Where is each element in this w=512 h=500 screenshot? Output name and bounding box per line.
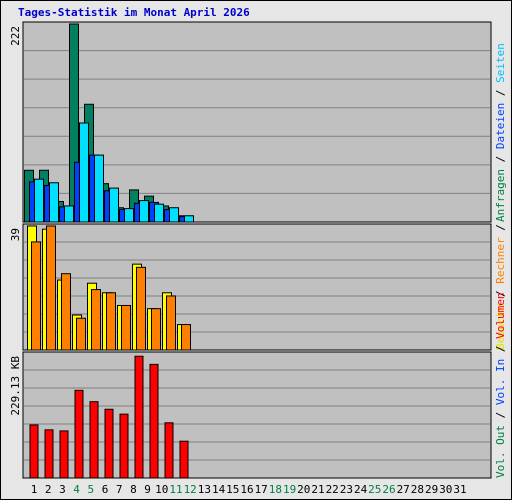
- legend-entry: Vol. In: [494, 359, 507, 405]
- legend-entry: Vol. Out: [494, 425, 507, 478]
- y-max-label-bottom: 229.13 KB: [9, 356, 22, 416]
- bar-volumen-day-8: [134, 355, 144, 479]
- y-max-label-top: 222: [9, 26, 22, 46]
- x-tick-label: 16: [240, 483, 253, 496]
- plot-area-bottom: [22, 351, 492, 479]
- x-tick-label: 14: [212, 483, 226, 496]
- legend-entry: Besuche: [494, 304, 507, 350]
- x-tick-label: 26: [382, 483, 395, 496]
- x-tick-label: 21: [311, 483, 324, 496]
- legend-entry: /: [494, 405, 507, 425]
- bar-volumen-day-4: [74, 389, 84, 479]
- x-tick-label: 1: [31, 483, 38, 496]
- legend-entry: Rechner: [494, 237, 507, 284]
- bar-volumen-day-5: [89, 401, 99, 479]
- x-tick-label: 13: [198, 483, 211, 496]
- y-max-label-mid: 39: [9, 228, 22, 241]
- legend-entry: /: [494, 83, 507, 103]
- bar-seiten-day-9: [154, 203, 164, 223]
- legend-mid: Besuche / Rechner /: [494, 224, 507, 350]
- bar-seiten-day-2: [49, 182, 59, 223]
- x-tick-label: 3: [59, 483, 66, 496]
- bar-rechner-day-6: [106, 292, 116, 351]
- legend-entry: /: [494, 339, 507, 359]
- bar-seiten-day-6: [109, 187, 119, 223]
- legend-entry: Seiten: [494, 43, 507, 83]
- x-tick-label: 24: [354, 483, 368, 496]
- x-tick-label: 18: [269, 483, 282, 496]
- bar-seiten-day-11: [184, 215, 194, 223]
- x-tick-label: 20: [297, 483, 310, 496]
- bar-rechner-day-11: [181, 324, 191, 351]
- legend-entry: /: [494, 149, 507, 169]
- bar-seiten-day-4: [79, 122, 89, 223]
- bar-rechner-day-5: [91, 289, 101, 351]
- bar-rechner-day-10: [166, 295, 176, 351]
- bar-volumen-day-2: [44, 429, 54, 479]
- x-tick-label: 4: [73, 483, 80, 496]
- bar-seiten-day-3: [64, 205, 74, 223]
- bar-rechner-day-9: [151, 308, 161, 351]
- x-tick-label: 30: [439, 483, 452, 496]
- x-tick-label: 7: [116, 483, 123, 496]
- bar-rechner-day-1: [31, 241, 41, 351]
- legend-top: Anfragen / Dateien / Seiten: [494, 43, 507, 222]
- x-tick-label: 25: [368, 483, 381, 496]
- legend-entry: /: [494, 284, 507, 304]
- x-tick-label: 17: [255, 483, 268, 496]
- x-tick-label: 6: [102, 483, 109, 496]
- x-tick-label: 9: [144, 483, 151, 496]
- bar-volumen-day-9: [149, 363, 159, 479]
- x-tick-label: 31: [453, 483, 466, 496]
- legend-entry: /: [494, 224, 507, 237]
- x-tick-label: 19: [283, 483, 296, 496]
- x-tick-label: 28: [411, 483, 424, 496]
- x-tick-label: 5: [87, 483, 94, 496]
- legend-entry: Volumen: [494, 293, 507, 339]
- bar-rechner-day-4: [76, 317, 86, 351]
- bar-volumen-day-7: [119, 413, 129, 479]
- x-tick-label: 23: [340, 483, 353, 496]
- bar-seiten-day-1: [34, 178, 44, 223]
- bar-seiten-day-5: [94, 154, 104, 223]
- bar-rechner-day-3: [61, 273, 71, 351]
- x-tick-label: 29: [425, 483, 438, 496]
- page-title: Tages-Statistik im Monat April 2026: [18, 6, 250, 19]
- bar-rechner-day-8: [136, 266, 146, 351]
- bar-volumen-day-6: [104, 408, 114, 479]
- bar-volumen-day-10: [164, 422, 174, 479]
- bar-rechner-day-2: [46, 225, 56, 351]
- bar-rechner-day-7: [121, 304, 131, 351]
- x-tick-label: 8: [130, 483, 137, 496]
- legend-entry: Anfragen: [494, 169, 507, 222]
- x-tick-label: 22: [326, 483, 339, 496]
- x-tick-label: 12: [184, 483, 197, 496]
- x-tick-label: 15: [226, 483, 239, 496]
- bar-volumen-day-11: [179, 440, 189, 479]
- bar-seiten-day-10: [169, 207, 179, 223]
- legend-entry: Dateien: [494, 103, 507, 149]
- legend-bottom: Vol. Out / Vol. In / Volumen: [494, 293, 507, 478]
- x-tick-label: 11: [169, 483, 182, 496]
- x-tick-label: 10: [155, 483, 168, 496]
- bar-volumen-day-1: [29, 424, 39, 479]
- bar-volumen-day-3: [59, 430, 69, 479]
- x-tick-label: 2: [45, 483, 52, 496]
- bar-seiten-day-8: [139, 200, 149, 223]
- x-tick-label: 27: [397, 483, 410, 496]
- bar-seiten-day-7: [124, 208, 134, 223]
